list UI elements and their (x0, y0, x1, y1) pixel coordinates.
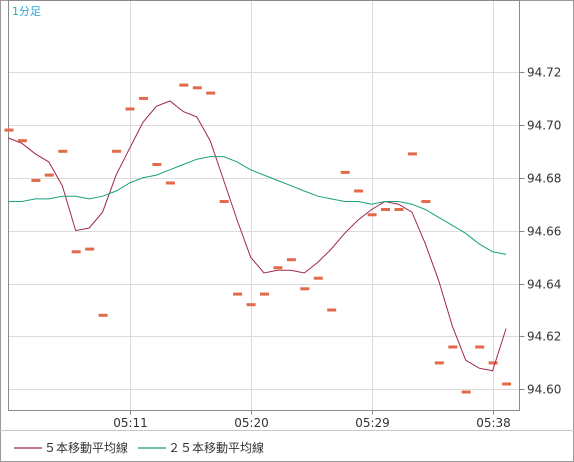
series-lines (8, 100, 507, 372)
price-mark (98, 313, 108, 317)
price-mark (367, 213, 377, 217)
price-mark (17, 139, 27, 143)
price-mark (340, 170, 350, 174)
price-mark (286, 258, 296, 262)
y-tick-label: 94.66 (527, 225, 561, 239)
legend: ５本移動平均線 ２５本移動平均線 (14, 440, 264, 455)
price-mark (260, 292, 269, 296)
price-mark (273, 266, 283, 270)
price-mark (461, 390, 471, 394)
y-axis-ticks: 94.72 94.70 94.68 94.66 94.64 94.62 94.60 (519, 66, 561, 397)
price-mark (394, 208, 404, 211)
legend-label-ma25: ２５本移動平均線 (168, 440, 264, 455)
price-mark (165, 181, 175, 185)
y-tick-label: 94.68 (527, 172, 561, 186)
price-mark (179, 83, 189, 87)
y-tick-label: 94.62 (527, 330, 561, 344)
price-mark (407, 152, 417, 156)
ma5-line (8, 100, 507, 372)
price-marks (4, 83, 512, 394)
price-mark (4, 128, 14, 132)
y-tick-label: 94.70 (527, 119, 561, 133)
price-mark (233, 292, 243, 296)
price-mark (313, 276, 323, 280)
price-mark (206, 91, 216, 95)
x-tick-label: 05:20 (234, 416, 269, 430)
price-mark (246, 303, 256, 307)
price-mark (58, 149, 68, 153)
price-mark (85, 247, 95, 251)
price-mark (421, 200, 431, 203)
price-mark (31, 178, 41, 182)
y-tick-label: 94.64 (527, 278, 561, 292)
legend-label-ma5: ５本移動平均線 (44, 440, 128, 455)
y-tick-label: 94.60 (527, 383, 561, 397)
price-mark (434, 361, 444, 365)
x-tick-label: 05:11 (113, 416, 148, 430)
price-mark (502, 382, 512, 386)
y-tick-label: 94.72 (527, 66, 561, 80)
price-mark (139, 96, 148, 100)
price-mark (125, 107, 135, 111)
price-mark (44, 173, 54, 177)
price-mark (327, 308, 337, 312)
ma25-line (8, 156, 507, 255)
price-mark (219, 200, 229, 203)
price-mark (300, 287, 310, 291)
price-mark (112, 149, 122, 153)
grid-layer (8, 0, 520, 411)
x-axis-ticks: 05:11 05:20 05:29 05:38 (113, 410, 511, 430)
chart-title: 1分足 (12, 5, 41, 18)
price-mark (152, 163, 162, 166)
price-mark (448, 345, 458, 349)
price-mark (354, 189, 364, 193)
x-tick-label: 05:29 (355, 416, 390, 430)
price-mark (381, 208, 390, 211)
price-mark (475, 345, 485, 349)
plot-frame (8, 0, 520, 411)
x-tick-label: 05:38 (476, 416, 511, 430)
price-mark (192, 86, 202, 90)
price-mark (488, 361, 498, 365)
price-mark (71, 250, 81, 254)
